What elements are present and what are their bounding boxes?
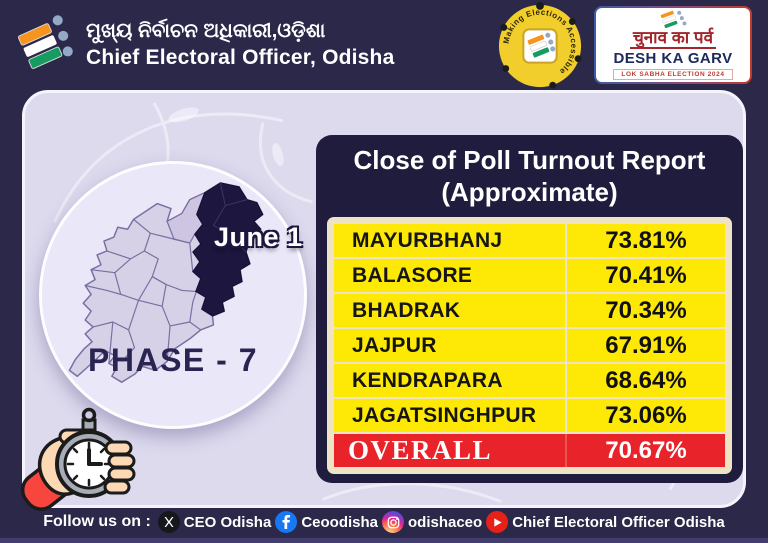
turnout-row-bhadrak: BHADRAK 70.34% xyxy=(334,292,725,327)
social-handle: CEO Odisha xyxy=(183,513,272,531)
odisha-map-disc: June 1 PHASE - 7 xyxy=(39,161,307,429)
turnout-table: MAYURBHANJ 73.81% BALASORE 70.41% BHADRA… xyxy=(334,224,725,467)
report-title: Close of Poll Turnout Report (Approximat… xyxy=(316,135,743,208)
youtube-icon xyxy=(486,511,509,533)
poll-date-label: June 1 xyxy=(214,222,303,252)
district-boundaries xyxy=(85,218,202,364)
social-facebook: Ceoodisha xyxy=(275,511,378,533)
district-cell: BHADRAK xyxy=(334,294,567,327)
facebook-icon xyxy=(275,511,298,533)
turnout-cell: 70.41% xyxy=(605,261,687,289)
odisha-district-map xyxy=(68,182,264,383)
instagram-icon xyxy=(382,511,404,533)
turnout-cell: 73.81% xyxy=(605,226,687,254)
turnout-row-jagatsinghpur: JAGATSINGHPUR 73.06% xyxy=(334,397,725,432)
district-cell: KENDRAPARA xyxy=(334,364,567,397)
district-cell: BALASORE xyxy=(334,259,567,292)
garv-badge-hindi-text: चुनाव का पर्व xyxy=(629,28,717,50)
phase7-dark-districts xyxy=(192,182,264,317)
turnout-row-kendrapara: KENDRAPARA 68.64% xyxy=(334,362,725,397)
header: ମୁଖ୍ୟ ନିର୍ବାଚନ ଅଧିକାରୀ,ଓଡ଼ିଶା Chief Elec… xyxy=(0,0,768,90)
header-titles: ମୁଖ୍ୟ ନିର୍ବାଚନ ଅଧିକାରୀ,ଓଡ଼ିଶା Chief Elec… xyxy=(86,20,394,70)
social-handle: Chief Electoral Officer Odisha xyxy=(512,513,725,531)
social-handle: odishaceo xyxy=(408,513,483,531)
turnout-report-panel: Close of Poll Turnout Report (Approximat… xyxy=(316,135,743,483)
hand-holding-stopwatch-icon xyxy=(20,407,136,511)
social-handle: Ceoodisha xyxy=(301,513,378,531)
turnout-table-inset: MAYURBHANJ 73.81% BALASORE 70.41% BHADRA… xyxy=(327,217,732,474)
social-instagram: odishaceo xyxy=(382,511,482,533)
overall-label-cell: OVERALL xyxy=(334,434,567,467)
garv-badge-subtext: LOK SABHA ELECTION 2024 xyxy=(613,69,733,81)
eci-logo-icon xyxy=(17,15,73,69)
x-twitter-icon xyxy=(157,511,180,533)
social-x-twitter: CEO Odisha xyxy=(157,511,272,533)
phase-label: PHASE - 7 xyxy=(88,342,258,378)
org-title-english: Chief Electoral Officer, Odisha xyxy=(86,46,395,69)
overall-turnout-cell: 70.67% xyxy=(605,436,687,464)
desh-ka-garv-badge: चुनाव का पर्व DESH KA GARV LOK SABHA ELE… xyxy=(594,6,752,84)
report-title-line1: Close of Poll Turnout Report xyxy=(353,145,706,175)
social-youtube: Chief Electoral Officer Odisha xyxy=(486,511,725,533)
turnout-cell: 67.91% xyxy=(605,331,687,359)
poll-report-card: June 1 PHASE - 7 Close of Poll Turnout R… xyxy=(22,90,746,508)
making-elections-accessible-badge-icon: Making Elections Accessible xyxy=(498,2,582,89)
turnout-cell: 70.34% xyxy=(605,296,687,324)
turnout-cell: 68.64% xyxy=(605,366,687,394)
turnout-row-balasore: BALASORE 70.41% xyxy=(334,257,725,292)
district-cell: JAGATSINGHPUR xyxy=(334,399,567,432)
org-title-odia: ମୁଖ୍ୟ ନିର୍ବାଚନ ଅଧିକାରୀ,ଓଡ଼ିଶା xyxy=(86,20,326,42)
turnout-row-mayurbhanj: MAYURBHANJ 73.81% xyxy=(334,224,725,257)
eci-mini-logo-icon xyxy=(660,10,687,28)
garv-badge-english-text: DESH KA GARV xyxy=(613,50,733,68)
district-cell: MAYURBHANJ xyxy=(334,224,567,257)
turnout-row-jajpur: JAJPUR 67.91% xyxy=(334,327,725,362)
turnout-row-overall: OVERALL 70.67% xyxy=(334,432,725,467)
district-cell: JAJPUR xyxy=(334,329,567,362)
turnout-cell: 73.06% xyxy=(605,401,687,429)
footer-social-bar: Follow us on : CEO Odisha Ceoodisha odis… xyxy=(0,506,768,538)
report-title-line2: (Approximate) xyxy=(441,176,618,207)
follow-us-label: Follow us on : xyxy=(43,513,151,530)
bottom-edge-strip xyxy=(0,538,768,543)
